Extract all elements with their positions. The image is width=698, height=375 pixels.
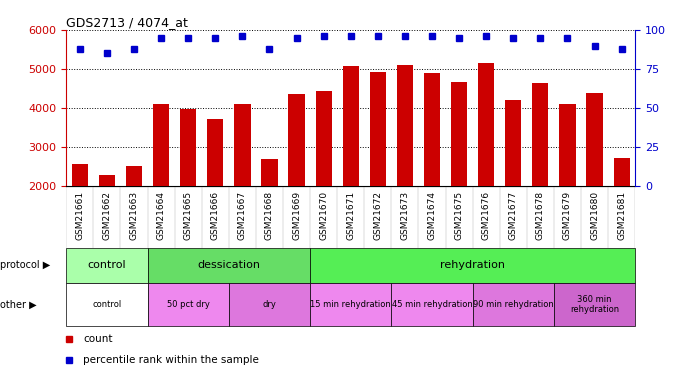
Text: count: count	[83, 334, 113, 344]
Bar	[66, 283, 147, 326]
Bar	[126, 166, 142, 186]
Text: GSM21680: GSM21680	[590, 190, 599, 240]
Bar	[533, 83, 549, 186]
Text: GSM21667: GSM21667	[238, 190, 247, 240]
Bar	[310, 248, 635, 283]
Text: dessication: dessication	[198, 260, 260, 270]
Bar	[343, 66, 359, 186]
Text: dry: dry	[262, 300, 276, 309]
Text: 360 min
rehydration: 360 min rehydration	[570, 295, 619, 314]
Bar	[614, 158, 630, 186]
Text: GSM21664: GSM21664	[156, 190, 165, 240]
Text: other ▶: other ▶	[0, 300, 36, 310]
Text: GSM21678: GSM21678	[536, 190, 545, 240]
Bar	[315, 91, 332, 186]
Text: 50 pct dry: 50 pct dry	[167, 300, 209, 309]
Bar	[586, 93, 602, 186]
Text: GSM21668: GSM21668	[265, 190, 274, 240]
Bar	[473, 283, 554, 326]
Bar	[424, 73, 440, 186]
Bar	[66, 248, 147, 283]
Bar	[72, 164, 88, 186]
Text: GSM21681: GSM21681	[617, 190, 626, 240]
Text: percentile rank within the sample: percentile rank within the sample	[83, 355, 259, 365]
Text: GSM21663: GSM21663	[130, 190, 138, 240]
Bar	[505, 100, 521, 186]
Text: control: control	[88, 260, 126, 270]
Text: control: control	[92, 300, 121, 309]
Text: 90 min rehydration: 90 min rehydration	[473, 300, 554, 309]
Bar	[370, 72, 386, 186]
Bar	[99, 175, 115, 186]
Bar	[559, 104, 576, 186]
Text: GSM21662: GSM21662	[103, 190, 112, 240]
Bar	[451, 82, 467, 186]
Text: GSM21669: GSM21669	[292, 190, 301, 240]
Bar	[147, 283, 229, 326]
Text: GSM21679: GSM21679	[563, 190, 572, 240]
Bar	[396, 65, 413, 186]
Text: GSM21672: GSM21672	[373, 190, 383, 240]
Bar	[478, 63, 494, 186]
Bar	[207, 119, 223, 186]
Text: GSM21670: GSM21670	[319, 190, 328, 240]
Text: GDS2713 / 4074_at: GDS2713 / 4074_at	[66, 16, 188, 29]
Bar	[235, 104, 251, 186]
Bar	[554, 283, 635, 326]
Text: GSM21661: GSM21661	[75, 190, 84, 240]
Bar	[147, 248, 310, 283]
Bar	[392, 283, 473, 326]
Bar	[229, 283, 310, 326]
Bar	[180, 110, 196, 186]
Text: 45 min rehydration: 45 min rehydration	[392, 300, 473, 309]
Text: GSM21673: GSM21673	[401, 190, 410, 240]
Text: GSM21677: GSM21677	[509, 190, 518, 240]
Text: GSM21666: GSM21666	[211, 190, 220, 240]
Text: 15 min rehydration: 15 min rehydration	[311, 300, 391, 309]
Text: GSM21665: GSM21665	[184, 190, 193, 240]
Text: GSM21675: GSM21675	[454, 190, 463, 240]
Bar	[153, 104, 169, 186]
Text: rehydration: rehydration	[440, 260, 505, 270]
Text: GSM21671: GSM21671	[346, 190, 355, 240]
Text: GSM21674: GSM21674	[427, 190, 436, 240]
Bar	[288, 94, 305, 186]
Bar	[261, 159, 278, 186]
Bar	[310, 283, 392, 326]
Text: protocol ▶: protocol ▶	[0, 260, 50, 270]
Text: GSM21676: GSM21676	[482, 190, 491, 240]
